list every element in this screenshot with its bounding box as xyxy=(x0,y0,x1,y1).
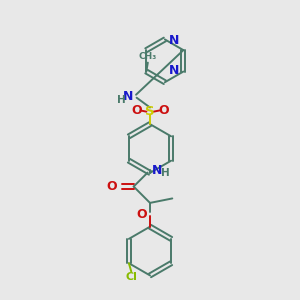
Text: N: N xyxy=(169,64,179,76)
Text: S: S xyxy=(145,105,155,118)
Text: O: O xyxy=(107,180,117,193)
Text: Cl: Cl xyxy=(125,272,137,282)
Text: H: H xyxy=(161,168,170,178)
Text: H: H xyxy=(117,95,125,105)
Text: N: N xyxy=(123,90,134,103)
Text: CH₃: CH₃ xyxy=(139,52,157,61)
Text: N: N xyxy=(152,164,162,177)
Text: N: N xyxy=(169,34,180,47)
Text: O: O xyxy=(158,104,169,117)
Text: O: O xyxy=(131,104,142,117)
Text: O: O xyxy=(136,208,147,221)
